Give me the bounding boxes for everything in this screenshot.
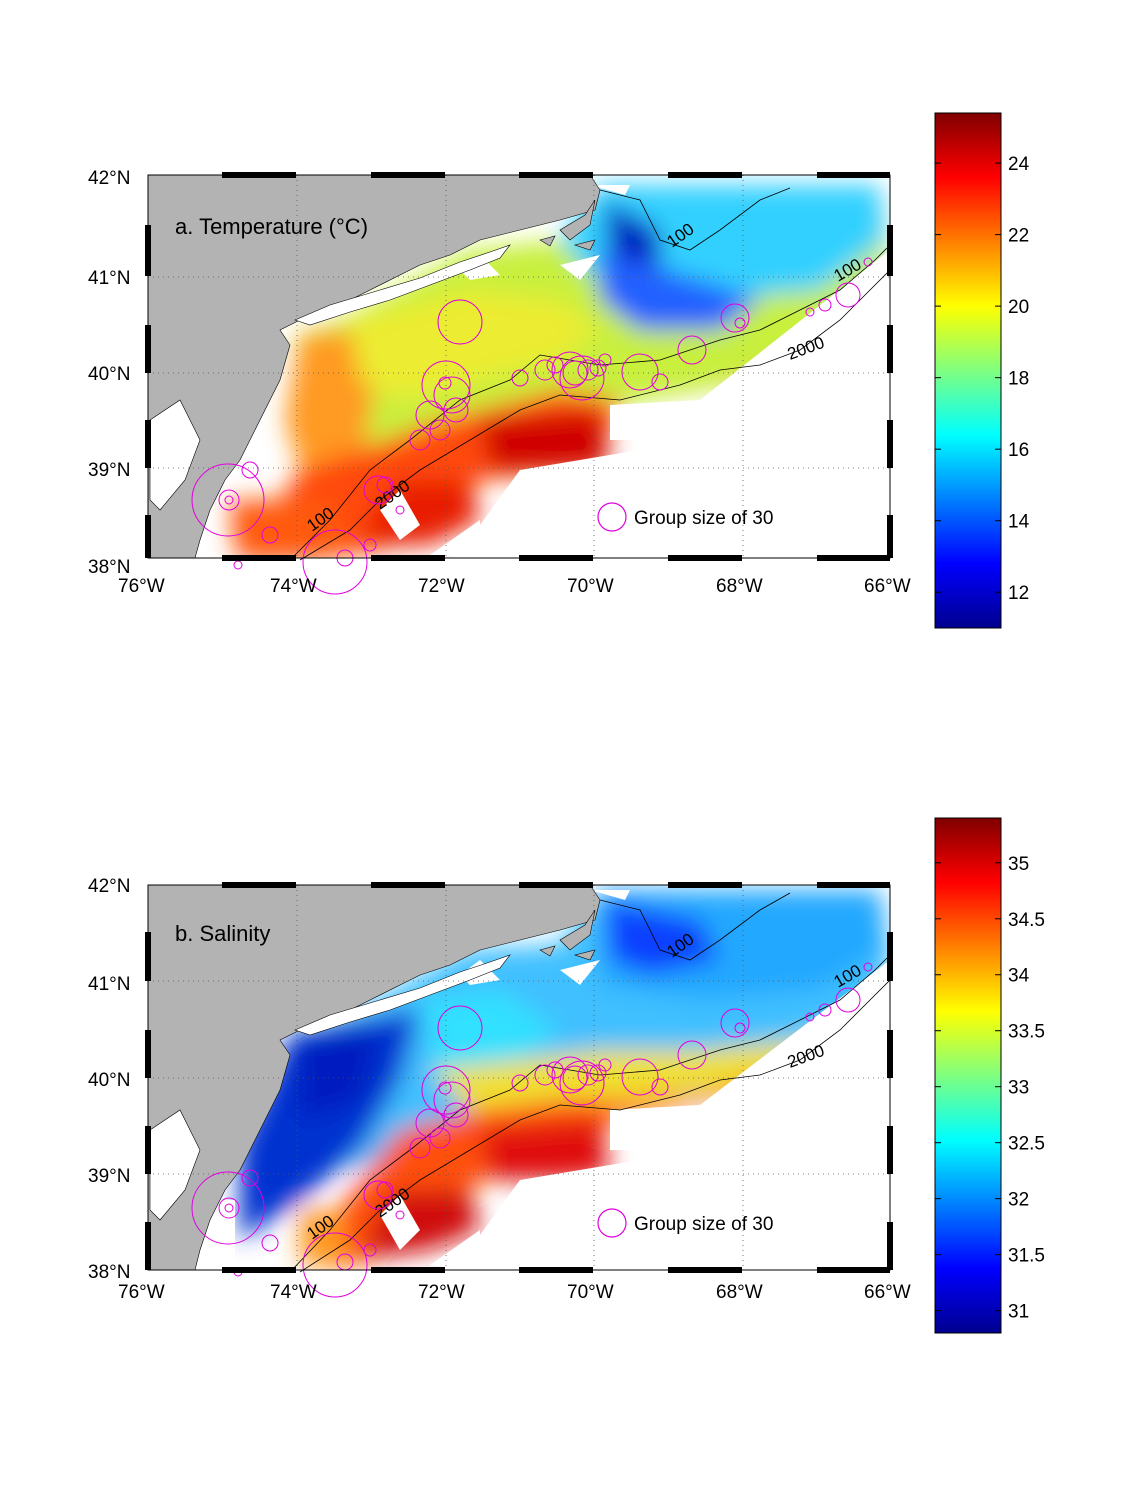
legend-label: Group size of 30 bbox=[634, 1214, 773, 1235]
lat-label-40: 40°N bbox=[88, 364, 130, 385]
map-frame bbox=[145, 172, 893, 561]
lat-label-42: 42°N bbox=[88, 876, 130, 897]
colorbar-tick-label: 24 bbox=[1008, 154, 1030, 175]
colorbar-tick-label: 31.5 bbox=[1008, 1246, 1045, 1267]
legend-circle-icon bbox=[597, 502, 627, 532]
legend: Group size of 30 bbox=[597, 502, 773, 532]
colorbar-tick-label: 22 bbox=[1008, 226, 1029, 247]
legend: Group size of 30 bbox=[597, 1208, 773, 1238]
lat-label-38: 38°N bbox=[88, 557, 130, 578]
bathymetry-contours bbox=[289, 892, 891, 1273]
colorbar-tick-label: 18 bbox=[1008, 369, 1029, 390]
lat-label-41: 41°N bbox=[88, 268, 130, 289]
colorbar-tick-label: 20 bbox=[1008, 297, 1029, 318]
colorbar-tick-label: 35 bbox=[1008, 854, 1029, 875]
lat-label-41: 41°N bbox=[88, 974, 130, 995]
lat-label-38: 38°N bbox=[88, 1262, 130, 1283]
colorbar-salinity: 31 31.5 32 32.5 33 33.5 34 34.5 35 bbox=[934, 817, 1045, 1334]
lon-label-66: 66°W bbox=[864, 1282, 911, 1303]
map-frame bbox=[145, 882, 893, 1273]
lon-label-74: 74°W bbox=[270, 1282, 317, 1303]
no-data-mask bbox=[380, 185, 890, 558]
lat-label-39: 39°N bbox=[88, 1166, 130, 1187]
colorbar-tick-label: 31 bbox=[1008, 1302, 1029, 1323]
panel-title-salinity: b. Salinity bbox=[175, 921, 270, 946]
colorbar-tick-label: 16 bbox=[1008, 440, 1029, 461]
colorbar-tick-label: 34 bbox=[1008, 966, 1030, 987]
axis-labels-b: 42°N 41°N 40°N 39°N 38°N 76°W 74°W 72°W … bbox=[88, 876, 911, 1303]
colorbar-tick-label: 32 bbox=[1008, 1190, 1029, 1211]
lon-label-68: 68°W bbox=[716, 1282, 763, 1303]
land-mass bbox=[147, 174, 601, 559]
lon-label-72: 72°W bbox=[418, 1282, 465, 1303]
lon-label-68: 68°W bbox=[716, 576, 763, 597]
grid-lines bbox=[148, 885, 890, 1270]
axis-labels-a: 42°N 41°N 40°N 39°N 38°N 76°W 74°W 72°W … bbox=[88, 168, 911, 597]
lat-label-42: 42°N bbox=[88, 168, 130, 189]
lon-label-72: 72°W bbox=[418, 576, 465, 597]
group-circles bbox=[191, 962, 873, 1298]
lon-label-70: 70°W bbox=[567, 1282, 614, 1303]
colorbar-tick-label: 34.5 bbox=[1008, 910, 1045, 931]
legend-circle-icon bbox=[597, 1208, 627, 1238]
panel-salinity: 100 2000 100 2000 100 Group size of 30 b bbox=[88, 817, 1045, 1334]
colorbar-tick-label: 33 bbox=[1008, 1078, 1029, 1099]
lon-label-74: 74°W bbox=[270, 576, 317, 597]
colorbar-tick-label: 32.5 bbox=[1008, 1134, 1045, 1155]
lat-label-39: 39°N bbox=[88, 460, 130, 481]
colorbar-temperature: 12 14 16 18 20 22 24 bbox=[934, 112, 1030, 629]
lon-label-76: 76°W bbox=[118, 576, 165, 597]
land-mass bbox=[147, 884, 601, 1271]
group-circles bbox=[191, 257, 873, 595]
colorbar-tick-label: 14 bbox=[1008, 512, 1030, 533]
lon-label-70: 70°W bbox=[567, 576, 614, 597]
legend-label: Group size of 30 bbox=[634, 508, 773, 529]
colorbar-tick-label: 12 bbox=[1008, 583, 1029, 604]
lat-label-40: 40°N bbox=[88, 1070, 130, 1091]
colorbar-tick-label: 33.5 bbox=[1008, 1022, 1045, 1043]
lon-label-76: 76°W bbox=[118, 1282, 165, 1303]
panel-title-temperature: a. Temperature (°C) bbox=[175, 214, 368, 239]
field-temperature bbox=[230, 185, 890, 558]
lon-label-66: 66°W bbox=[864, 576, 911, 597]
panel-temperature: 100 2000 100 2000 100 Group size of 30 bbox=[88, 112, 1030, 629]
